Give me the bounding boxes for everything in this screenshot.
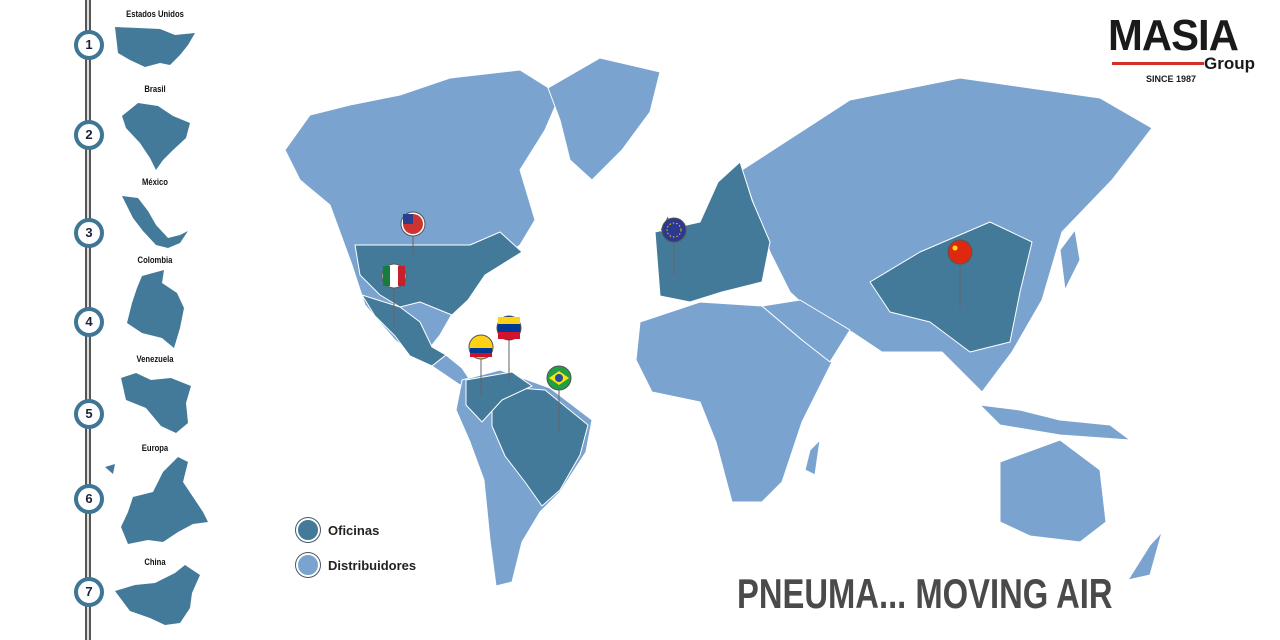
legend-offices: Oficinas	[296, 518, 379, 542]
china-pin	[947, 239, 973, 308]
country-label: Colombia	[137, 255, 173, 265]
central-america	[431, 354, 471, 386]
usa-silhouette	[115, 27, 195, 67]
country-label: México	[142, 177, 168, 187]
madagascar	[804, 439, 821, 476]
distributor-swatch	[296, 553, 320, 577]
logo-group: Group	[1204, 54, 1255, 73]
brazil	[491, 385, 589, 507]
step-number: 4	[74, 307, 104, 337]
indonesia	[979, 404, 1131, 441]
country-label: Estados Unidos	[126, 9, 184, 19]
slogan: PNEUMA... MOVING AIR	[737, 570, 1113, 617]
country-label: Brasil	[144, 84, 166, 94]
greenland	[547, 57, 661, 181]
logo-name: MASIA	[1108, 11, 1239, 60]
europe	[654, 161, 771, 303]
china	[869, 221, 1033, 353]
venezuela-silhouette	[121, 373, 191, 433]
step-number: 6	[74, 484, 104, 514]
brazil-pin	[546, 365, 572, 432]
legend-offices-label: Oficinas	[328, 522, 380, 538]
middle-east	[761, 299, 851, 363]
china-silhouette	[115, 565, 200, 625]
legend-distributors: Distribuidores	[296, 553, 416, 577]
europa-silhouette	[105, 457, 208, 544]
australia	[999, 439, 1107, 543]
logo-red-bar	[1112, 62, 1204, 65]
step-number: 1	[74, 30, 104, 60]
country-label: China	[144, 557, 166, 567]
masia-logo: MASIA Group SINCE 1987	[1108, 11, 1255, 85]
colombia-pin	[468, 334, 494, 395]
mexico-silhouette	[122, 196, 188, 248]
pins	[381, 211, 973, 432]
eu-pin	[661, 217, 687, 275]
step-number: 7	[74, 577, 104, 607]
step-number: 3	[74, 218, 104, 248]
mexico-pin	[381, 263, 407, 328]
office-swatch	[296, 518, 320, 542]
step-number: 5	[74, 399, 104, 429]
step-number: 2	[74, 120, 104, 150]
brasil-silhouette	[122, 103, 190, 170]
new-zealand	[1127, 531, 1163, 581]
legend-distributors-label: Distribuidores	[328, 557, 417, 573]
colombia-venezuela	[465, 371, 533, 423]
usa	[354, 231, 523, 316]
colombia-silhouette	[127, 270, 184, 348]
north-america	[284, 69, 561, 361]
venezuela-pin	[496, 315, 522, 380]
country-label: Europa	[141, 443, 169, 453]
country-label: Venezuela	[136, 354, 174, 364]
logo-since: SINCE 1987	[1146, 74, 1197, 84]
japan	[1059, 229, 1081, 291]
usa-pin	[400, 211, 426, 255]
